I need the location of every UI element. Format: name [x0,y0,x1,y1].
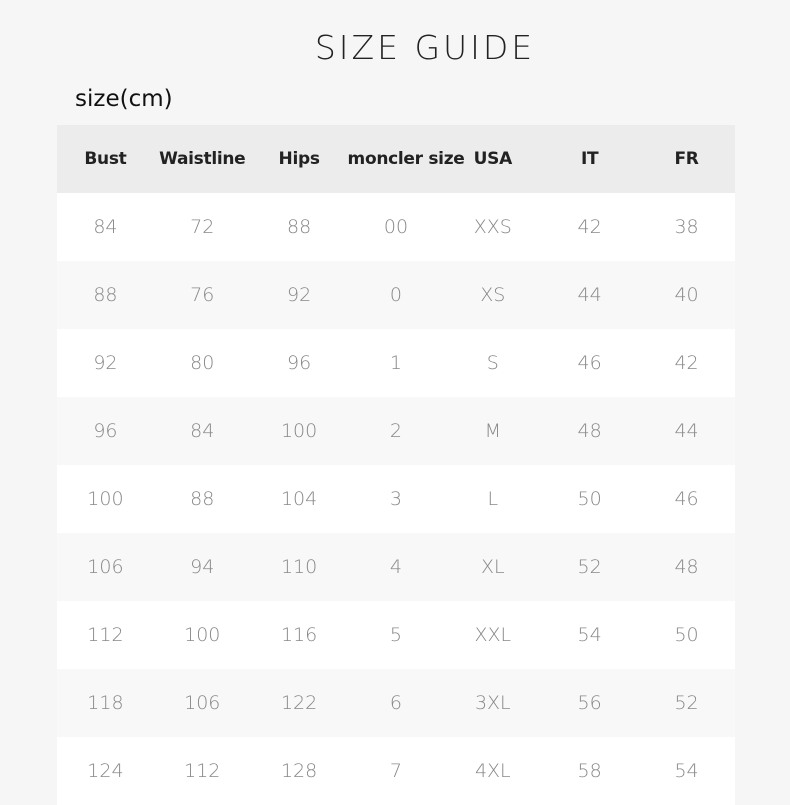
table-cell: 94 [153,533,251,601]
table-cell: 128 [250,737,348,805]
table-cell: 52 [638,669,735,737]
table-cell: 96 [250,329,348,397]
table-cell: 44 [638,397,735,465]
table-cell: 92 [250,261,348,329]
table-cell: 100 [250,397,348,465]
column-header: IT [541,125,639,193]
table-cell: 72 [153,193,251,261]
table-row: 92 80 96 1 S 46 42 [57,329,735,397]
table-cell: 44 [541,261,639,329]
table-cell: 58 [541,737,639,805]
table-cell: 00 [347,193,445,261]
header-row: Bust Waistline Hips moncler size USA IT FR [57,125,735,193]
table-cell: XXS [444,193,542,261]
table-cell: 7 [347,737,445,805]
table-cell: 54 [541,601,639,669]
table-cell: 1 [347,329,445,397]
table-cell: M [444,397,542,465]
table-cell: XXL [444,601,542,669]
table-cell: 52 [541,533,639,601]
table-row: 106 94 110 4 XL 52 48 [57,533,735,601]
table-cell: 76 [153,261,251,329]
table-cell: L [444,465,542,533]
table-cell: 50 [541,465,639,533]
table-cell: 124 [57,737,154,805]
table-cell: 88 [57,261,154,329]
table-cell: 112 [153,737,251,805]
table-cell: 104 [250,465,348,533]
table-cell: 46 [638,465,735,533]
table-cell: 0 [347,261,445,329]
table-cell: 38 [638,193,735,261]
table-row: 88 76 92 0 XS 44 40 [57,261,735,329]
table-cell: 88 [250,193,348,261]
table-cell: 84 [57,193,154,261]
table-cell: 56 [541,669,639,737]
table-row: 100 88 104 3 L 50 46 [57,465,735,533]
table-cell: 112 [57,601,154,669]
table-cell: S [444,329,542,397]
page-title: SIZE GUIDE [314,28,536,67]
table-cell: 54 [638,737,735,805]
table-cell: 92 [57,329,154,397]
table-cell: 48 [638,533,735,601]
table-cell: 96 [57,397,154,465]
column-header: Bust [57,125,154,193]
column-header: USA [444,125,542,193]
table-cell: 42 [541,193,639,261]
table-cell: 116 [250,601,348,669]
table-row: 118 106 122 6 3XL 56 52 [57,669,735,737]
table-row: 124 112 128 7 4XL 58 54 [57,737,735,805]
table-row: 96 84 100 2 M 48 44 [57,397,735,465]
table-cell: 40 [638,261,735,329]
table-cell: 122 [250,669,348,737]
table-row: 112 100 116 5 XXL 54 50 [57,601,735,669]
table-cell: 80 [153,329,251,397]
table-cell: 5 [347,601,445,669]
table-cell: 3XL [444,669,542,737]
table-cell: 88 [153,465,251,533]
table-cell: 50 [638,601,735,669]
table-cell: 4 [347,533,445,601]
column-header: moncler size [347,125,465,193]
table-cell: 2 [347,397,445,465]
table-cell: 84 [153,397,251,465]
table-cell: 100 [153,601,251,669]
table-cell: 4XL [444,737,542,805]
table-cell: 106 [57,533,154,601]
table-cell: 106 [153,669,251,737]
table-cell: 110 [250,533,348,601]
table-cell: XL [444,533,542,601]
table-cell: 6 [347,669,445,737]
column-header: FR [638,125,735,193]
table-cell: XS [444,261,542,329]
table-row: 84 72 88 00 XXS 42 38 [57,193,735,261]
table-cell: 42 [638,329,735,397]
column-header: Waistline [153,125,251,193]
table-cell: 100 [57,465,154,533]
table-cell: 46 [541,329,639,397]
table-cell: 118 [57,669,154,737]
column-header: Hips [250,125,348,193]
unit-label: size(cm) [75,86,173,112]
table-cell: 3 [347,465,445,533]
size-table: Bust Waistline Hips moncler size USA IT FR 84 7… [57,125,735,805]
table-cell: 48 [541,397,639,465]
